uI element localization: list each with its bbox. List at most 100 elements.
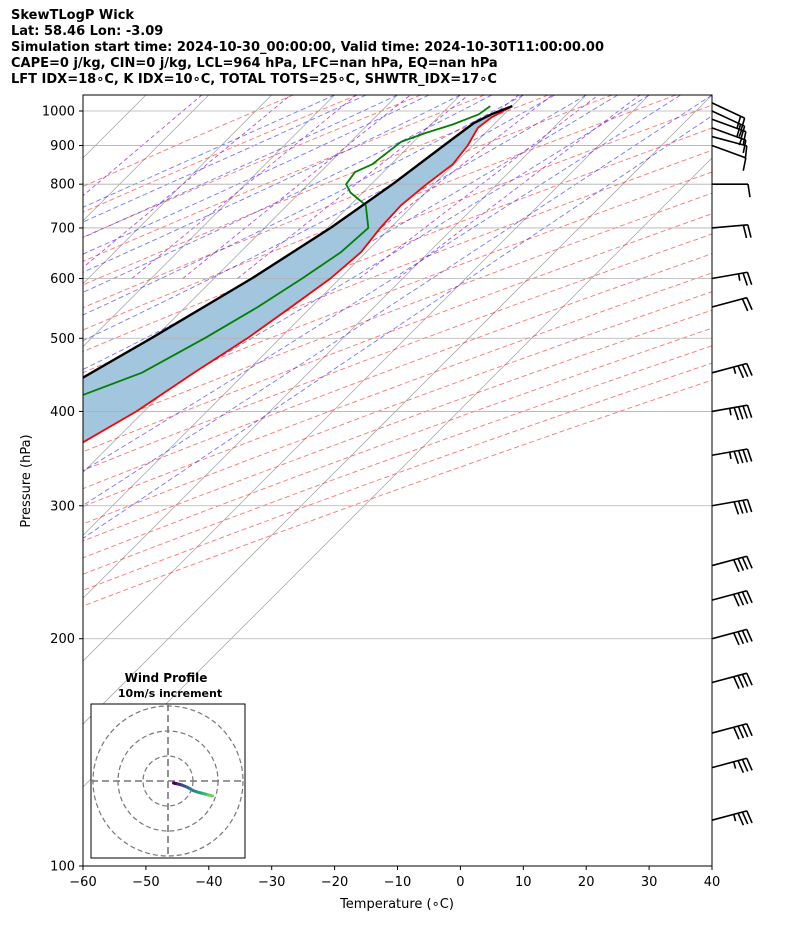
barb-flag (733, 593, 740, 607)
moist-adiabat (83, 95, 335, 208)
moist-adiabat (83, 95, 461, 273)
moist-adiabat (83, 95, 681, 472)
x-axis-label: Temperature (∘C) (339, 897, 454, 912)
barb-half-flag (732, 366, 737, 374)
barb-flag (746, 448, 753, 462)
barb-flag (737, 760, 745, 773)
barb-flag (733, 726, 740, 740)
y-tick-label: 1000 (42, 104, 75, 119)
parcel-line (83, 104, 513, 379)
barb-flag (742, 272, 749, 286)
y-tick-label: 800 (50, 178, 75, 193)
barb-staff (711, 757, 747, 769)
barb-flag (737, 812, 745, 826)
mixing-ratio-line (315, 95, 553, 279)
barb-staff (711, 110, 745, 127)
barb-flag (741, 557, 749, 570)
hodograph-segment (206, 793, 214, 798)
barb-staff (711, 224, 748, 229)
barb-flag (747, 224, 752, 238)
hodograph-title: Wind Profile (125, 671, 208, 685)
barb-staff (711, 722, 747, 734)
barb-flag (733, 676, 740, 690)
barb-flag (740, 117, 746, 131)
barb-flag (741, 591, 749, 605)
dry-adiabat (83, 104, 712, 353)
barb-flag (744, 145, 748, 160)
barb-flag (746, 499, 753, 513)
barb-half-flag (732, 814, 737, 822)
location-line: Lat: 58.46 Lon: -3.09 (11, 24, 164, 39)
dry-adiabat (83, 253, 712, 490)
wind-barb (711, 404, 753, 421)
x-tick-label: −20 (321, 875, 348, 890)
wind-barb (711, 296, 753, 312)
y-tick-label: 500 (50, 332, 75, 347)
wind-barb (711, 555, 753, 573)
barb-half-flag (728, 451, 732, 460)
barb-flag (746, 590, 753, 604)
cape-region (83, 106, 513, 443)
barb-flag (746, 297, 753, 311)
wind-barb (711, 144, 747, 171)
barb-staff (711, 144, 747, 159)
background-lines (83, 95, 712, 788)
barb-flag (746, 271, 753, 285)
barb-flag (737, 725, 745, 739)
moist-adiabat (83, 95, 398, 239)
pressure-gridlines (83, 110, 712, 866)
y-axis-label: Pressure (hPa) (19, 434, 34, 527)
wind-barb (711, 498, 753, 515)
barb-flag (737, 558, 745, 571)
y-tick-label: 400 (50, 405, 75, 420)
x-tick-label: 30 (641, 875, 658, 890)
x-tick-label: −60 (69, 875, 96, 890)
barb-flag (737, 500, 744, 514)
isotherm (83, 95, 587, 599)
isotherm (83, 95, 712, 725)
mixing-ratio-line (83, 95, 291, 269)
barb-flag (746, 757, 753, 771)
barb-staff (711, 362, 747, 374)
mixing-ratio-line (397, 95, 641, 279)
y-tick-label: 300 (50, 499, 75, 514)
barb-staff (711, 118, 747, 133)
isotherm (83, 95, 524, 536)
wind-barb (711, 722, 753, 740)
wind-barb (711, 672, 753, 690)
profiles (83, 104, 513, 444)
y-tick-label: 100 (50, 860, 75, 875)
barb-staff (711, 135, 747, 147)
isotherm (83, 95, 335, 348)
wind-barb (711, 362, 753, 379)
barb-staff (711, 672, 747, 684)
barb-flag (742, 500, 749, 514)
barb-flag (737, 592, 745, 606)
barb-staff (711, 590, 747, 601)
barb-flag (742, 449, 749, 463)
barb-staff (711, 628, 747, 640)
barb-flag (733, 632, 740, 646)
barb-staff (711, 102, 745, 119)
dry-adiabat (83, 95, 613, 309)
hodograph-subtitle: 10m/s increment (118, 687, 222, 700)
barb-flag (737, 406, 744, 420)
dry-adiabat (83, 149, 712, 394)
barb-flag (737, 450, 744, 464)
y-tick-label: 200 (50, 632, 75, 647)
mixing-ratio-line (182, 95, 411, 279)
barb-flag (746, 629, 753, 642)
barb-half-flag (738, 129, 743, 137)
barb-flag (747, 184, 751, 198)
barb-flag (746, 672, 753, 686)
barb-half-flag (737, 273, 741, 281)
isotherm (83, 95, 272, 285)
y-tick-label: 900 (50, 139, 75, 154)
cape-shading (83, 106, 513, 443)
barb-flag (742, 157, 747, 171)
wind-barb (711, 118, 747, 145)
isotherm (83, 95, 650, 662)
moist-adiabat (83, 95, 524, 316)
dry-adiabat (83, 192, 712, 434)
